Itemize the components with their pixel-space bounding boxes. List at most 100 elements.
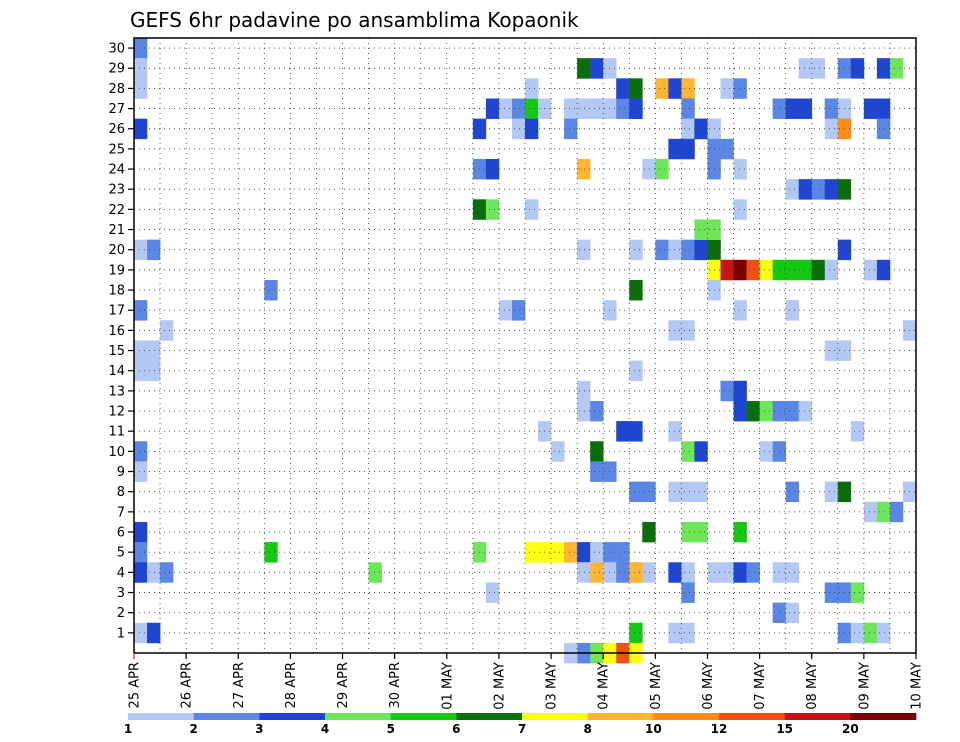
heatmap-cell — [850, 421, 865, 442]
heatmap-cell — [668, 239, 682, 261]
colorbar-swatch — [390, 713, 457, 720]
heatmap-cell — [590, 461, 604, 482]
x-tick-label: 07 MAY — [753, 662, 768, 710]
heatmap-cell — [577, 98, 591, 119]
heatmap-cell — [733, 380, 747, 402]
heatmap-cell — [850, 622, 865, 644]
heatmap-cell — [876, 118, 891, 140]
heatmap-cell — [564, 542, 578, 563]
colorbar: 1 2 3 4 5 6 7 8 10 12 15 20 — [124, 713, 917, 736]
heatmap-cell — [629, 98, 643, 119]
heatmap-cell — [681, 441, 695, 462]
heatmap-cell — [485, 582, 500, 603]
y-tick-label: 1 — [117, 626, 125, 641]
heatmap-cell — [681, 582, 695, 603]
chart-title: GEFS 6hr padavine po ansamblima Kopaonik — [130, 8, 579, 32]
y-tick-label: 9 — [117, 465, 125, 480]
heatmap-cell — [577, 158, 591, 180]
heatmap-cell — [746, 400, 760, 422]
colorbar-label: 2 — [189, 722, 197, 736]
heatmap-cell — [485, 199, 500, 220]
heatmap-cell — [850, 58, 865, 79]
heatmap-cell — [876, 622, 891, 644]
heatmap-cell — [564, 98, 578, 119]
heatmap-cell — [590, 441, 604, 462]
heatmap-cell — [681, 78, 695, 99]
heatmap-cell — [889, 58, 904, 79]
colorbar-swatch — [850, 713, 917, 720]
heatmap-cell — [590, 400, 604, 422]
heatmap-cell — [850, 582, 865, 603]
heatmap-cell — [590, 542, 604, 563]
heatmap-cell — [616, 78, 630, 99]
heatmap-cell — [134, 562, 148, 583]
colorbar-label: 8 — [583, 722, 591, 736]
heatmap-cell — [655, 239, 669, 261]
heatmap-cell — [694, 239, 708, 261]
x-tick-label: 28 APR — [284, 662, 299, 708]
heatmap-cell — [785, 562, 799, 583]
heatmap-cell — [720, 380, 734, 402]
heatmap-cell — [629, 279, 643, 301]
plot-frame — [133, 37, 917, 654]
heatmap-cell — [876, 58, 891, 79]
heatmap-cell — [668, 320, 682, 341]
y-tick-label: 28 — [108, 82, 125, 97]
heatmap-cell — [733, 78, 747, 99]
heatmap-cell — [134, 58, 148, 79]
heatmap-cell — [798, 98, 813, 119]
heatmap-cell — [577, 562, 591, 583]
heatmap-cell — [811, 259, 826, 281]
colorbar-swatch — [719, 713, 785, 720]
heatmap-cell — [668, 481, 682, 503]
heatmap-cell — [551, 441, 565, 462]
colorbar-swatch — [784, 713, 851, 720]
colorbar-label: 7 — [518, 722, 526, 736]
heatmap-cell — [525, 199, 539, 220]
x-tick-label: 06 MAY — [701, 662, 716, 710]
y-tick-label: 15 — [108, 344, 125, 359]
heatmap-cell — [668, 622, 682, 644]
heatmap-cell — [147, 239, 161, 261]
heatmap-cell — [134, 461, 148, 482]
heatmap-cell — [590, 562, 604, 583]
heatmap-cell — [134, 78, 148, 99]
y-tick-label: 5 — [117, 546, 125, 561]
heatmap-cell — [642, 521, 656, 543]
heatmap-cell — [733, 259, 747, 281]
heatmap-cell — [134, 360, 148, 382]
heatmap-cell — [681, 481, 695, 503]
heatmap-cell — [681, 98, 695, 119]
heatmap-cell — [616, 421, 630, 442]
x-tick-label: 08 MAY — [805, 662, 820, 710]
colorbar-swatch — [193, 713, 260, 720]
y-tick-label: 18 — [108, 284, 125, 299]
heatmap-cell — [876, 259, 891, 281]
heatmap-cell — [733, 400, 747, 422]
heatmap-cell — [629, 239, 643, 261]
heatmap-cell — [746, 562, 760, 583]
heatmap-cell — [655, 158, 669, 180]
x-tick-label: 25 APR — [128, 662, 143, 708]
heatmap-cell — [720, 138, 734, 160]
heatmap-cell — [577, 380, 591, 402]
heatmap-cell — [876, 98, 891, 119]
x-tick-label: 05 MAY — [649, 662, 664, 710]
heatmap-cell — [590, 98, 604, 119]
heatmap-cell — [694, 441, 708, 462]
colorbar-label: 12 — [711, 722, 728, 736]
y-tick-label: 19 — [108, 263, 125, 278]
heatmap-cell — [160, 562, 174, 583]
x-tick-label: 27 APR — [232, 662, 247, 708]
heatmap-cell — [759, 259, 773, 281]
heatmap-cell — [134, 38, 148, 59]
y-tick-label: 21 — [108, 223, 125, 238]
heatmap-cell — [785, 179, 799, 200]
heatmap-cell — [629, 78, 643, 99]
heatmap-cell — [785, 259, 799, 281]
y-tick-label: 29 — [108, 62, 125, 77]
heatmap-cell — [577, 239, 591, 261]
heatmap-cell — [485, 158, 500, 180]
colorbar-swatch — [587, 713, 654, 720]
heatmap-cell — [525, 98, 539, 119]
